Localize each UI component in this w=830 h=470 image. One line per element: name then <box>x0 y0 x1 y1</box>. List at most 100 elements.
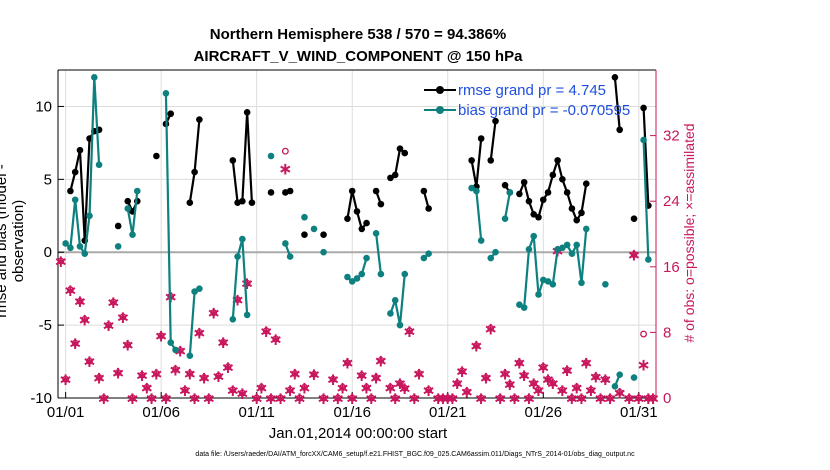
possible-obs-marker <box>506 380 514 388</box>
assimilated-obs-marker: ∗ <box>54 252 68 272</box>
bias-point <box>425 250 432 257</box>
assimilated-obs-marker: ∗ <box>202 389 216 409</box>
possible-obs-marker <box>343 359 351 367</box>
assimilated-obs-marker: ∗ <box>479 369 493 389</box>
bias-segment <box>126 208 134 235</box>
possible-obs-marker <box>482 374 490 381</box>
assimilated-obs-marker: ∗ <box>235 384 249 404</box>
possible-obs-marker <box>539 363 547 371</box>
bias-segment <box>188 291 196 356</box>
possible-obs-marker <box>119 313 127 321</box>
bias-segment <box>551 249 559 285</box>
bias-point <box>67 244 74 252</box>
possible-obs-marker <box>458 367 466 375</box>
assimilated-obs-marker: ∗ <box>570 378 584 398</box>
possible-obs-marker <box>181 386 189 394</box>
possible-obs-marker <box>114 369 122 377</box>
possible-obs-marker <box>544 375 552 383</box>
assimilated-obs-marker: ∗ <box>173 341 187 361</box>
possible-obs-marker <box>477 394 485 402</box>
possible-obs-marker <box>129 394 136 402</box>
possible-obs-marker <box>334 394 342 402</box>
assimilated-obs-marker: ∗ <box>264 389 278 409</box>
rmse-segment <box>83 138 91 241</box>
bias-point <box>372 229 380 237</box>
assimilated-obs-marker: ∗ <box>593 389 607 409</box>
bias-point <box>133 187 141 195</box>
bias-segment <box>580 228 588 283</box>
assimilated-obs-marker: ∗ <box>183 364 197 384</box>
assimilated-obs-marker: ∗ <box>560 361 574 381</box>
assimilated-obs-marker: ∗ <box>154 327 168 347</box>
y-tick-label: -5 <box>39 317 52 334</box>
bias-segment <box>241 239 249 315</box>
rmse-point <box>549 171 557 179</box>
assimilated-obs-marker: ∗ <box>254 378 268 398</box>
bias-point <box>286 253 294 260</box>
possible-obs-marker <box>277 394 285 402</box>
possible-obs-marker <box>367 394 375 402</box>
rmse-point <box>344 215 351 222</box>
bias-segment <box>503 192 511 219</box>
possible-obs-marker <box>272 335 280 343</box>
possible-obs-marker <box>449 394 456 402</box>
rmse-point <box>544 189 552 196</box>
assimilated-obs-marker: ∗ <box>207 304 221 324</box>
bias-point <box>344 273 351 281</box>
assimilated-obs-marker: ∗ <box>493 389 507 409</box>
possible-obs-marker <box>616 388 624 396</box>
legend-item-rmse: rmse grand pr = 4.745 <box>424 80 630 100</box>
possible-obs-marker <box>281 147 289 155</box>
possible-obs-marker <box>109 298 117 306</box>
assimilated-obs-marker: ∗ <box>278 159 292 179</box>
y2-axis-label: # of obs: o=possible; ×=assimilated <box>681 123 697 343</box>
rmse-point <box>67 187 74 195</box>
possible-obs-marker <box>406 327 413 335</box>
assimilated-obs-marker: ∗ <box>121 336 135 356</box>
assimilated-obs-marker: ∗ <box>135 366 149 386</box>
legend-label-bias: bias grand pr = -0.070595 <box>458 101 631 119</box>
bias-point <box>645 256 652 263</box>
rmse-segment <box>470 160 478 187</box>
possible-obs-marker <box>434 394 442 402</box>
possible-obs-marker <box>582 359 590 367</box>
bias-segment <box>475 190 483 241</box>
y2-tick-label: 16 <box>663 259 680 276</box>
possible-obs-marker <box>535 386 542 394</box>
rmse-point <box>611 73 619 81</box>
assimilated-obs-marker: ∗ <box>345 389 359 409</box>
assimilated-obs-marker: ∗ <box>259 322 273 342</box>
assimilated-obs-marker: ∗ <box>402 322 416 342</box>
assimilated-obs-marker: ∗ <box>584 381 598 401</box>
assimilated-obs-marker: ∗ <box>187 389 201 409</box>
possible-obs-marker <box>301 383 308 391</box>
possible-obs-marker <box>530 379 538 387</box>
bias-point <box>229 315 237 323</box>
assimilated-obs-marker: ∗ <box>422 381 436 401</box>
rmse-point <box>525 197 533 205</box>
assimilated-obs-marker: ∗ <box>149 364 163 384</box>
rmse-segment <box>246 112 254 203</box>
chart-subtitle: AIRCRAFT_V_WIND_COMPONENT @ 150 hPa <box>193 48 523 65</box>
bias-segment <box>532 236 540 295</box>
assimilated-obs-marker: ∗ <box>512 354 526 374</box>
rmse-segment <box>489 120 497 161</box>
bias-point <box>377 270 385 278</box>
bias-segment <box>231 256 239 320</box>
bias-point <box>549 280 557 288</box>
rmse-point <box>487 157 495 164</box>
rmse-point <box>387 174 394 182</box>
assimilated-obs-marker: ∗ <box>144 389 158 409</box>
x-axis-label: Jan.01,2014 00:00:00 start <box>268 425 448 442</box>
possible-obs-marker <box>425 386 433 394</box>
bias-point <box>535 291 542 298</box>
axes-layer: 01/01 01/06 01/11 01/16 01/21 01/26 01/31 -10 -5… <box>30 69 680 421</box>
bias-point <box>243 311 251 319</box>
assimilated-obs-marker: ∗ <box>641 389 655 409</box>
possible-obs-marker <box>224 363 232 371</box>
possible-obs-marker <box>644 394 652 402</box>
possible-obs-marker <box>515 359 523 367</box>
rmse-segment <box>188 171 196 203</box>
rmse-point <box>530 211 538 218</box>
assimilated-obs-marker: ∗ <box>97 389 111 409</box>
